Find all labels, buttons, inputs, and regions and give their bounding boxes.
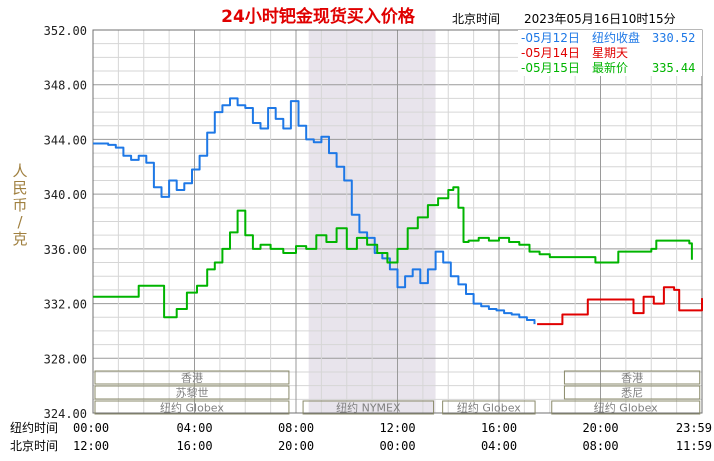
- y-label-char: /: [17, 213, 23, 231]
- legend-date: -05月12日: [521, 31, 580, 45]
- y-tick-label: 336.00: [44, 243, 87, 257]
- y-tick-label: 340.00: [44, 188, 87, 202]
- session-box: [94, 400, 290, 415]
- legend: -05月12日 纽约收盘 330.52 -05月14日 星期天 -05月15日 最新价 335…: [518, 30, 702, 76]
- y-label-char: 人: [12, 162, 27, 180]
- series-line-05月12日: [93, 97, 536, 325]
- chart-title: 24小时钯金现货买入价格: [221, 6, 416, 27]
- plot-border: [92, 29, 703, 414]
- session-label: 香港: [181, 372, 203, 385]
- legend-value: 330.52: [652, 31, 695, 45]
- y-label-char: 克: [12, 230, 27, 248]
- series-layer: [93, 97, 703, 326]
- y-tick-label: 352.00: [44, 24, 87, 38]
- x-tick-label: 08:00: [278, 421, 314, 435]
- legend-value: 335.44: [652, 61, 695, 75]
- timestamp-label: 2023年05月16日10时15分: [524, 12, 676, 26]
- session-label: 苏黎世: [175, 386, 208, 400]
- session-label: 悉尼: [621, 387, 643, 400]
- y-label-char: 币: [12, 196, 27, 214]
- x-tick-label: 00:00: [379, 439, 415, 453]
- session-label: 纽约 Globex: [457, 401, 521, 415]
- y-tick-label: 344.00: [44, 133, 87, 147]
- x-tick-label: 04:00: [176, 421, 212, 435]
- axes: 324.00 328.00 332.00 336.00 340.00 344.00 348.…: [10, 24, 712, 453]
- session-box: [94, 385, 290, 400]
- x-axis-row-label: 北京时间: [10, 439, 58, 453]
- session-box: [563, 370, 701, 385]
- session-box: [442, 400, 536, 415]
- x-tick-label: 16:00: [176, 439, 212, 453]
- legend-background: [518, 30, 702, 76]
- y-tick-label: 324.00: [44, 407, 87, 421]
- series-line-05月15日: [93, 186, 693, 319]
- legend-desc: 星期天: [592, 46, 628, 60]
- timezone-label: 北京时间: [452, 12, 500, 26]
- legend-date: -05月14日: [521, 46, 580, 60]
- x-tick-label: 23:59: [676, 421, 712, 435]
- session-box: [551, 400, 701, 415]
- x-tick-label: 12:00: [73, 439, 109, 453]
- session-label: 纽约 Globex: [160, 401, 224, 415]
- y-tick-label: 328.00: [44, 352, 87, 366]
- x-tick-label: 11:59: [676, 439, 712, 453]
- plot-area: [92, 29, 703, 414]
- x-tick-label: 20:00: [582, 421, 618, 435]
- legend-desc: 最新价: [592, 60, 628, 75]
- session-box: [94, 370, 290, 385]
- session-label: 香港: [621, 372, 643, 385]
- x-tick-label: 00:00: [73, 421, 109, 435]
- session-box: [563, 385, 701, 400]
- y-axis-label: 人民币/克: [12, 162, 27, 248]
- x-axis-row-label: 纽约时间: [10, 420, 58, 435]
- legend-date: -05月15日: [521, 61, 580, 75]
- y-tick-label: 332.00: [44, 298, 87, 312]
- y-label-char: 民: [12, 179, 27, 197]
- y-tick-label: 348.00: [44, 79, 87, 93]
- series-line-05月14日: [537, 286, 703, 326]
- x-tick-label: 20:00: [278, 439, 314, 453]
- x-tick-label: 04:00: [481, 439, 517, 453]
- x-tick-label: 08:00: [582, 439, 618, 453]
- x-tick-label: 12:00: [379, 421, 415, 435]
- session-box: [302, 400, 435, 415]
- x-tick-label: 16:00: [481, 421, 517, 435]
- legend-desc: 纽约收盘: [592, 30, 640, 45]
- session-label: 纽约 NYMEX: [336, 401, 401, 415]
- session-label: 纽约 Globex: [594, 401, 658, 415]
